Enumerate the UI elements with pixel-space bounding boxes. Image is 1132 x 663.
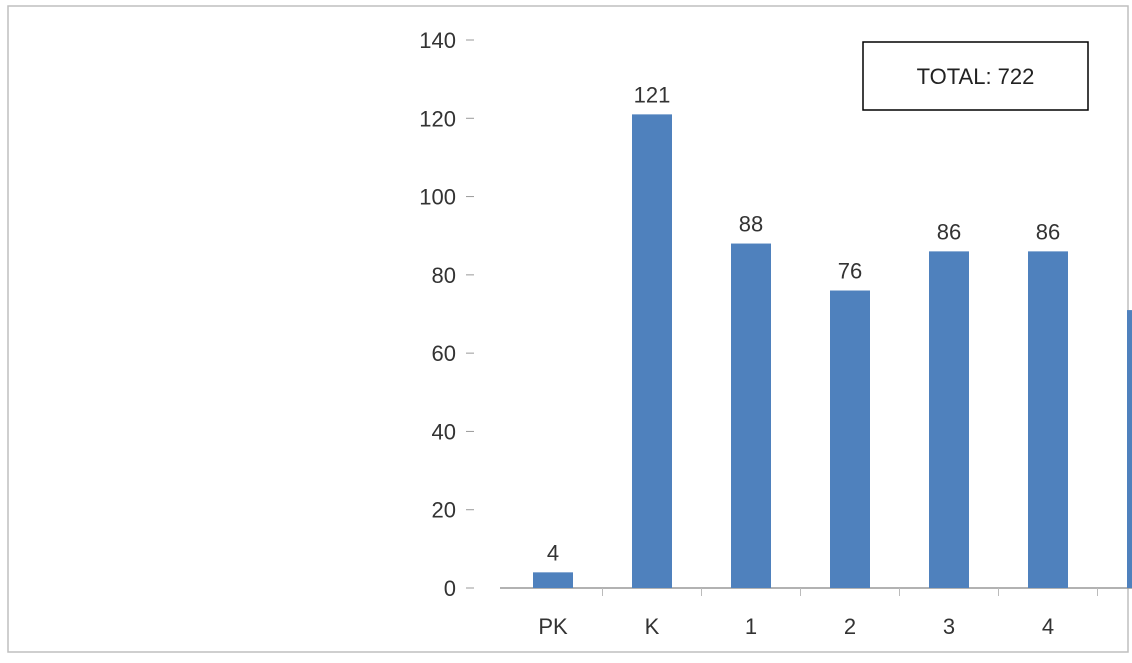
x-axis: PKK12345678 — [500, 587, 1132, 639]
bar — [929, 251, 969, 588]
data-label: 86 — [1036, 219, 1060, 244]
y-axis: 0 20 40 60 80 100 120 140 — [419, 28, 474, 601]
y-tick-label: 20 — [432, 498, 456, 523]
bar — [731, 243, 771, 589]
y-tick-label: 80 — [432, 263, 456, 288]
y-tick-label: 140 — [419, 28, 456, 53]
x-category-label: PK — [538, 614, 568, 639]
x-category-label: 2 — [844, 614, 856, 639]
y-tick-label: 120 — [419, 106, 456, 131]
bar — [632, 114, 672, 588]
x-category-label: 1 — [745, 614, 757, 639]
total-text: TOTAL: 722 — [917, 64, 1035, 89]
x-category-label: 4 — [1042, 614, 1054, 639]
data-labels: 41218876868671686557 — [547, 82, 1060, 565]
data-label: 76 — [838, 259, 862, 284]
y-tick-label: 60 — [432, 341, 456, 366]
x-category-label: K — [645, 614, 660, 639]
total-annotation: TOTAL: 722 — [862, 41, 1089, 111]
bar — [533, 572, 573, 588]
bar — [830, 290, 870, 588]
data-label: 4 — [547, 540, 559, 565]
total-box — [862, 41, 1089, 111]
y-tick-label: 40 — [432, 419, 456, 444]
bar — [1028, 251, 1068, 588]
data-label: 86 — [937, 219, 961, 244]
data-label: 121 — [634, 82, 671, 107]
y-tick-label: 100 — [419, 185, 456, 210]
x-category-label: 3 — [943, 614, 955, 639]
y-tick-label: 0 — [444, 576, 456, 601]
data-label: 88 — [739, 212, 763, 237]
bar — [1127, 310, 1132, 588]
bars — [533, 114, 1132, 589]
